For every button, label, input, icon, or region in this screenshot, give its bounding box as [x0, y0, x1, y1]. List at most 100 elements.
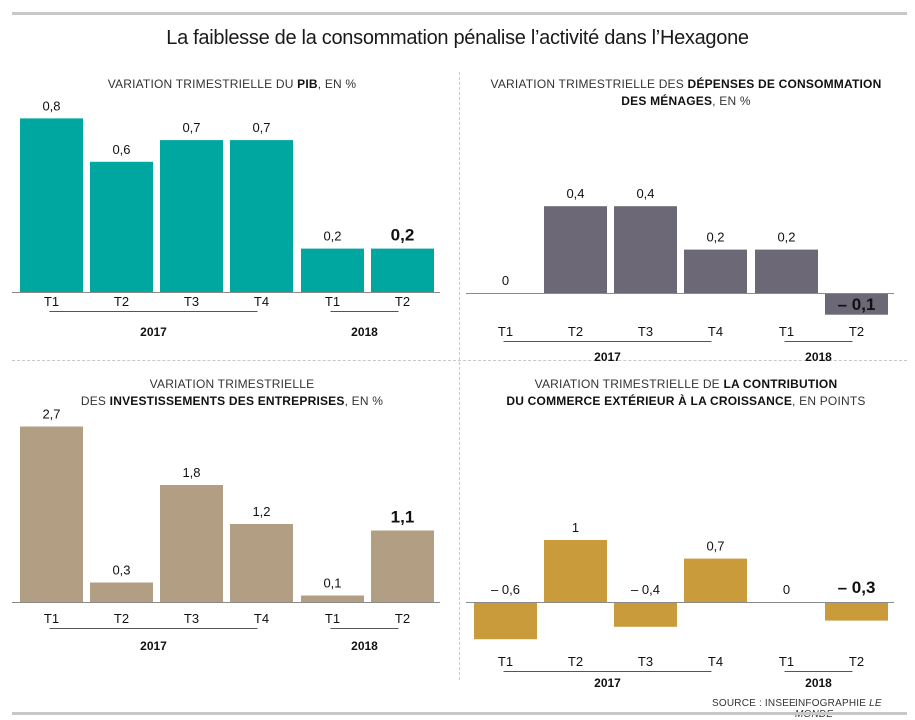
chart-title-part: VARIATION TRIMESTRIELLE DU [107, 77, 298, 91]
chart-pib: 0,8 0,6 0,7 0,7 0,2 0,2 T1 T2 T3 T4 T1 T2 2017 2018 [12, 98, 440, 339]
chart-title-part: LA CONTRIBUTION [723, 377, 838, 391]
chart-title-investissements: VARIATION TRIMESTRIELLE DES INVESTISSEMEN… [12, 376, 452, 410]
group-label: 2018 [351, 325, 378, 339]
chart-bar [755, 249, 818, 293]
x-tick-label: T3 [184, 611, 199, 626]
chart-panel-commerce: VARIATION TRIMESTRIELLE DE LA CONTRIBUTI… [466, 374, 906, 690]
x-tick-label: T4 [708, 654, 723, 669]
x-tick-label: T2 [114, 611, 129, 626]
x-tick-label: T1 [44, 294, 59, 309]
chart-consommation: 0 0,4 0,4 0,2 0,2 – 0,1 T1 T2 T3 T4 T1 T2 2017 2018 [466, 186, 894, 364]
x-tick-label: T2 [849, 654, 864, 669]
bar-value-label: 1 [572, 520, 579, 535]
chart-title-commerce: VARIATION TRIMESTRIELLE DE LA CONTRIBUTI… [466, 376, 906, 410]
chart-investissements: 2,7 0,3 1,8 1,2 0,1 1,1 T1 T2 T3 T4 T1 T2 2017 2018 [12, 407, 440, 653]
x-tick-label: T4 [254, 294, 269, 309]
chart-bar [614, 206, 677, 293]
chart-bar [544, 540, 607, 602]
x-tick-label: T4 [254, 611, 269, 626]
x-tick-label: T3 [638, 324, 653, 339]
chart-title-part: DES MÉNAGES [621, 94, 713, 108]
group-label: 2017 [594, 350, 621, 362]
group-label: 2017 [594, 676, 621, 690]
horizontal-divider [12, 360, 907, 361]
chart-title-part: VARIATION TRIMESTRIELLE [149, 377, 315, 391]
chart-title-part: DES [80, 394, 110, 408]
chart-bar [684, 249, 747, 293]
vertical-divider [459, 72, 460, 680]
bar-value-label: – 0,6 [491, 582, 520, 597]
bar-value-label: 0,3 [112, 563, 130, 578]
top-rule [12, 12, 907, 15]
bar-value-label: 0,2 [391, 226, 415, 245]
chart-title-part: VARIATION TRIMESTRIELLE DE [534, 377, 724, 391]
page-title: La faiblesse de la consommation pénalise… [166, 27, 749, 49]
chart-bar [160, 140, 223, 292]
chart-title-part: PIB [297, 77, 318, 91]
chart-bar [684, 558, 747, 602]
bar-value-label: 0,8 [42, 98, 60, 113]
group-label: 2017 [140, 325, 167, 339]
bar-value-label: 0,7 [706, 539, 724, 554]
chart-title-part: , EN % [317, 77, 357, 91]
chart-title-part: , EN % [344, 394, 384, 408]
x-tick-label: T2 [568, 654, 583, 669]
bar-value-label: 0,1 [323, 576, 341, 591]
x-tick-label: T1 [779, 324, 794, 339]
bar-value-label: – 0,4 [631, 582, 660, 597]
bar-value-label: 0,2 [777, 230, 795, 245]
chart-bar [20, 118, 83, 293]
chart-bar [825, 602, 888, 621]
x-tick-label: T1 [498, 654, 513, 669]
chart-commerce: – 0,6 1 – 0,4 0,7 0 – 0,3 T1 T2 T3 T4 T1 T2 2017 2018 [466, 520, 894, 690]
chart-title-part: DU COMMERCE EXTÉRIEUR À LA CROISSANCE [506, 394, 793, 408]
chart-bar [90, 161, 153, 292]
bar-value-label: 1,2 [252, 504, 270, 519]
bar-value-label: 0,2 [706, 230, 724, 245]
chart-bar [230, 524, 293, 602]
x-tick-label: T3 [638, 654, 653, 669]
x-tick-label: T2 [395, 294, 410, 309]
x-tick-label: T2 [568, 324, 583, 339]
chart-bar [474, 602, 537, 640]
chart-bar [544, 206, 607, 293]
bar-value-label: 2,7 [42, 407, 60, 422]
x-tick-label: T1 [325, 611, 340, 626]
chart-title-part: DÉPENSES DE CONSOMMATION [687, 77, 882, 91]
bar-value-label: – 0,3 [838, 578, 876, 597]
bar-value-label: 0 [502, 273, 509, 288]
group-label: 2018 [351, 639, 378, 653]
bar-value-label: 1,8 [182, 465, 200, 480]
chart-title-consommation: VARIATION TRIMESTRIELLE DES DÉPENSES DE … [466, 76, 906, 110]
chart-title-part: INVESTISSEMENTS DES ENTREPRISES [109, 394, 345, 408]
group-label: 2017 [140, 639, 167, 653]
chart-panel-consommation: VARIATION TRIMESTRIELLE DES DÉPENSES DE … [466, 72, 906, 364]
bar-value-label: – 0,1 [838, 295, 876, 314]
source-note: SOURCE : INSEE [712, 698, 796, 709]
chart-title-pib: VARIATION TRIMESTRIELLE DU PIB, EN % [12, 76, 452, 93]
chart-title-part: , EN POINTS [792, 394, 866, 408]
x-tick-label: T4 [708, 324, 723, 339]
chart-bar [825, 293, 888, 315]
chart-bar [614, 602, 677, 627]
x-tick-label: T2 [114, 294, 129, 309]
credit-prefix: INFOGRAPHIE [795, 698, 867, 709]
chart-bar [160, 485, 223, 602]
x-tick-label: T1 [325, 294, 340, 309]
x-tick-label: T1 [44, 611, 59, 626]
chart-bar [301, 595, 364, 602]
group-label: 2018 [805, 350, 832, 362]
x-tick-label: T2 [395, 611, 410, 626]
chart-bar [20, 426, 83, 602]
bar-value-label: 1,1 [391, 508, 415, 527]
chart-bar [301, 248, 364, 292]
chart-bar [371, 530, 434, 602]
x-tick-label: T2 [849, 324, 864, 339]
chart-title-part: VARIATION TRIMESTRIELLE DES [490, 77, 688, 91]
bottom-rule [12, 712, 907, 715]
bar-value-label: 0,6 [112, 142, 130, 157]
bar-value-label: 0,2 [323, 229, 341, 244]
bar-value-label: 0,7 [252, 120, 270, 135]
chart-bar [371, 248, 434, 292]
bar-value-label: 0,4 [636, 186, 654, 201]
